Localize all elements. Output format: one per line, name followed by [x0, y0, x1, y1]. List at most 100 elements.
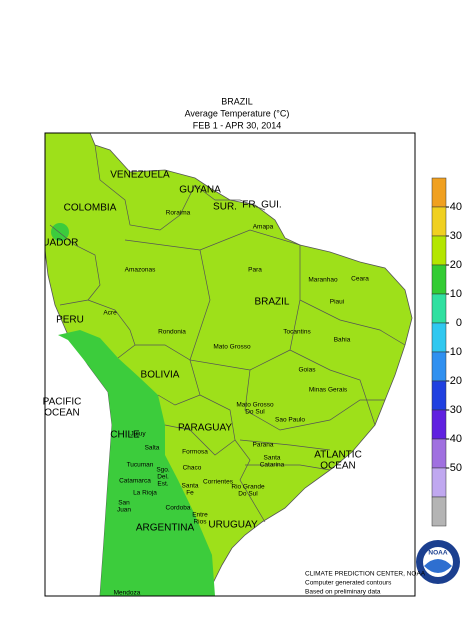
colorbar-label: 30	[450, 230, 462, 242]
colorbar-label: -10	[446, 346, 462, 358]
colorbar-bin	[431, 206, 447, 237]
region-label: Sao Paulo	[275, 417, 305, 424]
region-label: Mato Grosso	[213, 344, 251, 351]
title-line: Average Temperature (°C)	[185, 108, 290, 118]
border	[194, 184, 266, 211]
country-label: OCEAN	[44, 408, 80, 419]
region-label: Salta	[145, 445, 160, 452]
region-label: Amapa	[253, 224, 274, 231]
country-label: VENEZUELA	[110, 170, 170, 181]
region-label: Do Sul	[238, 491, 258, 498]
colorbar-bin	[431, 322, 447, 353]
colorbar-label: 20	[450, 259, 462, 271]
border	[94, 144, 196, 231]
region-label: Minas Gerais	[309, 387, 348, 394]
region-label: Sgo.	[156, 467, 170, 474]
region-label: Entre	[192, 512, 208, 519]
region-label: Ceara	[351, 276, 369, 283]
region-label: Parana	[253, 442, 274, 449]
region-label: San	[118, 500, 130, 507]
country-label: BOLIVIA	[141, 370, 180, 381]
country-label: CUADOR	[35, 238, 78, 249]
colorbar-bin	[431, 380, 447, 411]
colorbar-bin	[431, 467, 447, 498]
warm-zone	[58, 330, 215, 596]
border	[234, 439, 266, 523]
colorbar-bin	[431, 438, 447, 469]
border	[49, 224, 101, 306]
country-label: PERU	[56, 315, 84, 326]
border	[244, 369, 385, 431]
logo-wave	[424, 559, 452, 573]
colorbar-bin	[431, 351, 447, 382]
colorbar-label: 10	[450, 288, 462, 300]
country-label: PARAGUAY	[178, 423, 232, 434]
border	[245, 464, 331, 471]
region-label: Catamarca	[119, 478, 151, 485]
colorbar-label: -20	[446, 375, 462, 387]
country-label: ATLANTIC	[314, 450, 362, 461]
region-label: Mato Grosso	[236, 402, 274, 409]
region-label: Para	[248, 267, 262, 274]
colorbar-bin	[431, 293, 447, 324]
region-label: Roraima	[166, 210, 191, 217]
region-label: Do Sul	[245, 409, 265, 416]
country-label: PACIFIC	[43, 397, 82, 408]
title-line: BRAZIL	[221, 96, 253, 106]
region-label: Maranhao	[308, 277, 338, 284]
region-label: Est.	[157, 481, 168, 488]
region-label: Tucuman	[127, 462, 154, 469]
borders	[49, 144, 406, 523]
region-label: Chaco	[183, 465, 202, 472]
region-label: Piaui	[330, 299, 344, 306]
country-label: FR. GUI.	[242, 200, 281, 211]
region-label: Rondonia	[158, 329, 186, 336]
region-label: Del.	[157, 474, 169, 481]
region-label: Bahia	[334, 337, 351, 344]
region-label: Tocantins	[283, 329, 311, 336]
border	[189, 249, 291, 371]
region-label: Santa	[182, 483, 199, 490]
country-label: BRAZIL	[254, 297, 289, 308]
border	[299, 299, 406, 346]
region-label: Catarina	[260, 462, 285, 469]
border	[135, 344, 201, 406]
colorbar-bin	[431, 235, 447, 266]
colorbar-label: -30	[446, 404, 462, 416]
region-label: Mendoza	[114, 590, 141, 597]
region-label: Corrientes	[203, 479, 234, 486]
colorbar-bin	[431, 409, 447, 440]
colorbar-bin	[431, 496, 447, 527]
colorbar-label: 0	[456, 317, 462, 329]
region-label: Juan	[117, 507, 131, 514]
colorbar-label: -50	[446, 462, 462, 474]
region-label: Rio Grande	[231, 484, 265, 491]
border	[239, 439, 331, 451]
noaa-logo: NOAA	[416, 540, 460, 584]
country-label: ARGENTINA	[136, 523, 195, 534]
country-label: SUR.	[213, 202, 237, 213]
logo-text: NOAA	[428, 550, 447, 557]
region-label: Santa	[264, 455, 281, 462]
colorbar-label: 40	[450, 201, 462, 213]
title-line: FEB 1 - APR 30, 2014	[193, 120, 282, 130]
region-label: Formosa	[182, 449, 208, 456]
footer-line: Computer generated contours	[305, 580, 392, 587]
country-label: COLOMBIA	[64, 203, 117, 214]
border	[164, 394, 236, 456]
region-label: Rios	[193, 519, 207, 526]
region-label: La Rioja	[133, 490, 157, 497]
country-label: URUGUAY	[208, 520, 258, 531]
colorbar-bin	[431, 177, 447, 208]
region-label: Jujuy	[130, 431, 146, 438]
region-label: Cordoba	[166, 505, 191, 512]
footer-line: Based on preliminary data	[305, 589, 381, 596]
country-label: OCEAN	[320, 461, 356, 472]
region-label: Goias	[299, 367, 317, 374]
colorbar-label: -40	[446, 433, 462, 445]
region-label: Amazonas	[125, 267, 156, 274]
footer-line: CLIMATE PREDICTION CENTER, NOAA	[305, 571, 426, 578]
border	[87, 299, 136, 359]
country-label: GUYANA	[179, 185, 221, 196]
